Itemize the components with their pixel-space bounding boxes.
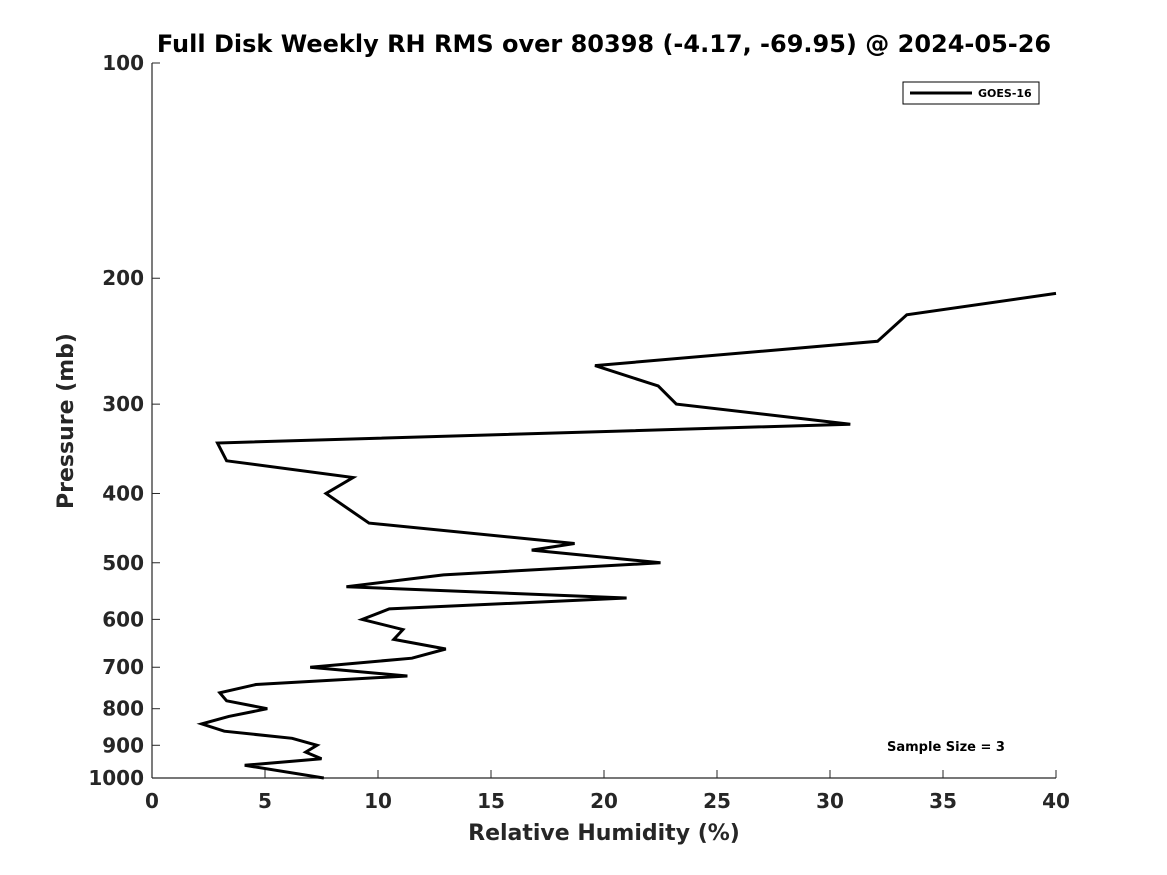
x-tick-label: 40 xyxy=(1042,789,1070,813)
legend-label-goes-16: GOES-16 xyxy=(978,87,1032,100)
y-tick-label: 700 xyxy=(102,655,144,679)
x-tick-label: 15 xyxy=(477,789,505,813)
x-tick-label: 35 xyxy=(929,789,957,813)
y-tick-label: 200 xyxy=(102,266,144,290)
x-tick-label: 30 xyxy=(816,789,844,813)
series-line-goes-16 xyxy=(196,291,1057,780)
y-tick-label: 900 xyxy=(102,733,144,757)
y-axis-ticks: 100 200 300 400 500 600 700 800 900 1000 xyxy=(88,51,160,790)
y-tick-label: 100 xyxy=(102,51,144,75)
x-tick-label: 10 xyxy=(364,789,392,813)
y-tick-label: 500 xyxy=(102,551,144,575)
sample-size-annotation: Sample Size = 3 xyxy=(887,740,1005,755)
y-axis-label: Pressure (mb) xyxy=(54,333,79,509)
x-tick-label: 0 xyxy=(145,789,159,813)
x-tick-label: 20 xyxy=(590,789,618,813)
x-tick-label: 5 xyxy=(258,789,272,813)
chart-title: Full Disk Weekly RH RMS over 80398 (-4.1… xyxy=(157,30,1051,58)
y-tick-label: 1000 xyxy=(88,766,144,790)
legend: GOES-16 xyxy=(902,81,1040,105)
y-tick-label: 300 xyxy=(102,392,144,416)
y-tick-label: 600 xyxy=(102,607,144,631)
y-tick-label: 800 xyxy=(102,697,144,721)
x-axis-label: Relative Humidity (%) xyxy=(468,821,740,846)
series-layer xyxy=(196,291,1057,780)
x-tick-label: 25 xyxy=(703,789,731,813)
y-tick-label: 400 xyxy=(102,481,144,505)
x-axis-ticks: 0 5 10 15 20 25 30 35 40 xyxy=(145,770,1070,813)
